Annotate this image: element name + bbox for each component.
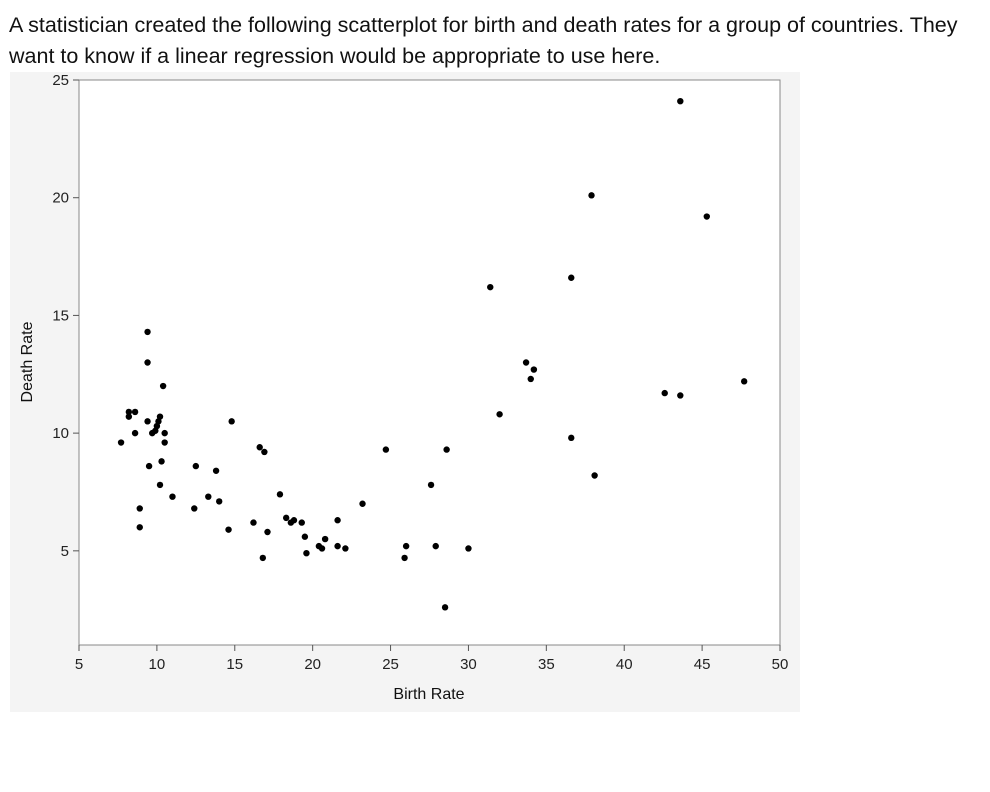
data-points (117, 97, 748, 611)
data-point (205, 493, 212, 500)
data-point (527, 375, 534, 383)
data-point (136, 524, 143, 531)
data-point (136, 505, 143, 512)
data-point (441, 604, 449, 611)
plot-area (78, 79, 781, 646)
data-point (496, 411, 503, 418)
data-point (117, 439, 125, 446)
data-point (432, 542, 439, 550)
y-tick-label: 10 (52, 425, 69, 442)
data-point (298, 519, 305, 526)
data-point (334, 542, 341, 550)
data-point (677, 97, 684, 105)
data-point (144, 359, 151, 366)
x-tick-label: 15 (226, 656, 243, 673)
data-point (216, 498, 223, 505)
x-tick-label: 10 (149, 656, 166, 673)
y-axis: 5 10 15 20 25 (52, 72, 79, 560)
data-point (161, 429, 168, 437)
x-axis-title: Birth Rate (393, 686, 464, 703)
data-point (228, 418, 235, 425)
data-point (264, 528, 271, 536)
data-point (256, 444, 263, 451)
x-tick-label: 45 (694, 656, 711, 673)
data-point (161, 439, 168, 446)
x-tick-label: 50 (772, 656, 789, 673)
x-tick-label: 20 (304, 656, 321, 673)
data-point (156, 413, 164, 420)
data-point (144, 328, 151, 336)
data-point (740, 378, 748, 385)
data-point (443, 446, 450, 453)
data-point (225, 526, 232, 533)
data-point (250, 519, 257, 526)
y-tick-label: 25 (52, 72, 69, 89)
scatterplot-panel: 5 10 15 20 25 5 10 15 20 25 30 35 40 45 50 Birth Rate… (10, 72, 800, 712)
x-tick-label: 5 (75, 656, 83, 673)
data-point (522, 359, 530, 366)
x-axis: 5 10 15 20 25 30 35 40 45 50 (75, 645, 789, 673)
data-point (159, 382, 167, 390)
question-text: A statistician created the following sca… (9, 13, 958, 68)
data-point (131, 429, 139, 437)
data-point (131, 408, 139, 416)
y-tick-label: 20 (52, 190, 69, 207)
data-point (401, 554, 408, 562)
data-point (402, 542, 410, 550)
x-tick-label: 25 (382, 656, 399, 673)
data-point (144, 418, 151, 425)
data-point (125, 413, 133, 420)
data-point (192, 462, 200, 470)
data-point (125, 408, 133, 416)
data-point (465, 545, 472, 552)
data-point (212, 467, 220, 474)
data-point (282, 514, 290, 522)
data-point (321, 535, 329, 543)
scatterplot-chart: 5 10 15 20 25 5 10 15 20 25 30 35 40 45 50 Birth Rate… (19, 72, 789, 703)
x-tick-label: 40 (616, 656, 633, 673)
data-point (158, 458, 165, 465)
data-point (191, 505, 198, 512)
y-axis-title: Death Rate (19, 321, 36, 402)
data-point (156, 481, 164, 489)
data-point (301, 533, 309, 540)
data-point (276, 491, 284, 498)
data-point (359, 500, 366, 507)
data-point (334, 517, 341, 524)
data-point (169, 493, 176, 500)
data-point (342, 545, 349, 552)
data-point (382, 446, 390, 453)
y-tick-label: 5 (61, 543, 69, 560)
y-tick-label: 15 (52, 307, 69, 324)
data-point (303, 549, 310, 557)
data-point (568, 274, 575, 281)
data-point (661, 389, 668, 397)
data-point (677, 392, 684, 399)
x-tick-label: 30 (460, 656, 477, 673)
data-point (568, 434, 575, 442)
data-point (261, 448, 268, 456)
data-point (259, 554, 267, 562)
data-point (145, 462, 153, 470)
data-point (427, 481, 435, 489)
data-point (591, 472, 598, 479)
data-point (530, 366, 538, 373)
data-point (487, 283, 494, 291)
data-point (318, 545, 326, 552)
data-point (588, 192, 595, 199)
data-point (290, 517, 298, 524)
x-tick-label: 35 (538, 656, 555, 673)
data-point (703, 213, 710, 220)
